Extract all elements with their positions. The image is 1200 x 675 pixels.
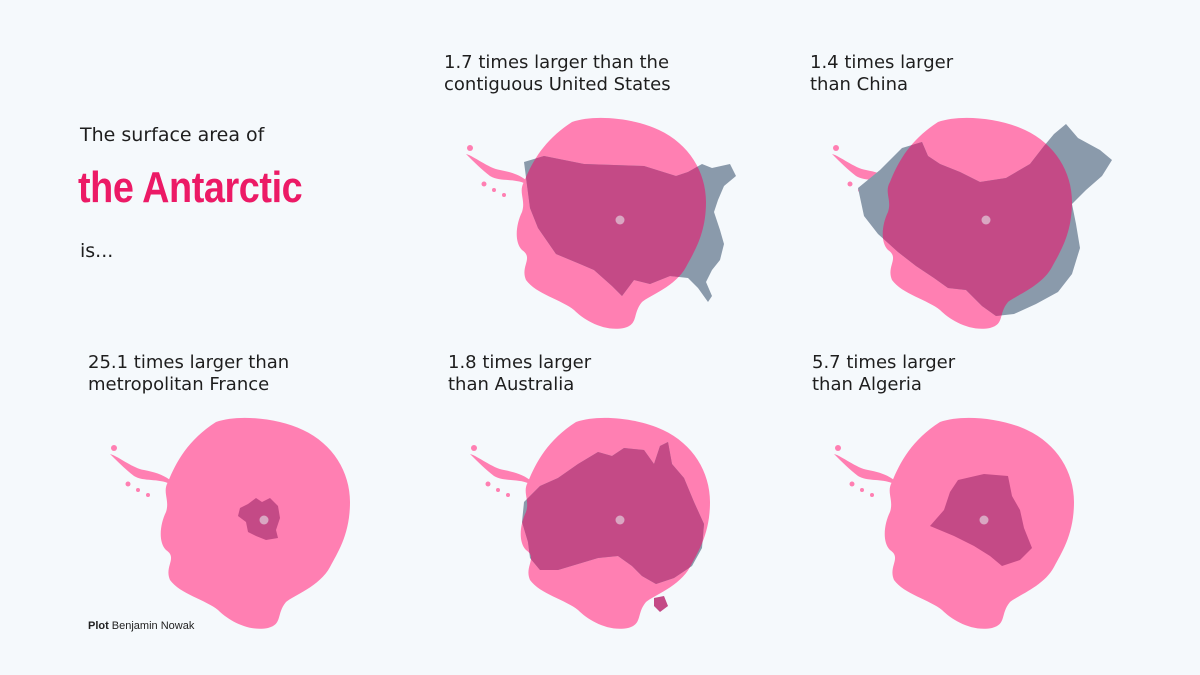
map-france bbox=[110, 417, 350, 629]
panel-china: 1.4 times larger than China bbox=[810, 52, 1170, 362]
intro-top-text: The surface area of bbox=[80, 124, 265, 146]
australia-overlap bbox=[522, 442, 704, 584]
map-australia bbox=[470, 417, 710, 629]
headline: the Antarctic bbox=[78, 163, 303, 212]
tasmania-overlap bbox=[654, 596, 668, 612]
panel-usa: 1.7 times larger than the contiguous Uni… bbox=[444, 52, 804, 362]
panel-australia: 1.8 times larger than Australia bbox=[448, 352, 808, 662]
south-pole-dot bbox=[979, 515, 989, 525]
panel-france: 25.1 times larger than metropolitan Fran… bbox=[88, 352, 448, 662]
panel-caption: 1.8 times larger than Australia bbox=[448, 352, 592, 395]
panel-caption: 5.7 times larger than Algeria bbox=[812, 352, 956, 395]
panel-caption: 1.4 times larger than China bbox=[810, 52, 954, 95]
map-algeria bbox=[834, 417, 1074, 629]
credit-label: Plot bbox=[88, 620, 109, 632]
intro-bottom-text: is... bbox=[80, 240, 114, 262]
map-china bbox=[832, 117, 1112, 329]
france-overlap bbox=[238, 498, 280, 540]
south-pole-dot bbox=[615, 515, 625, 525]
map-usa bbox=[466, 117, 736, 329]
south-pole-dot bbox=[981, 215, 991, 225]
credit-author: Benjamin Nowak bbox=[111, 620, 195, 632]
antarctica-shape bbox=[110, 417, 350, 629]
panel-caption: 1.7 times larger than the contiguous Uni… bbox=[444, 52, 671, 95]
plot-credit: Plot Benjamin Nowak bbox=[88, 620, 194, 632]
panel-caption: 25.1 times larger than metropolitan Fran… bbox=[88, 352, 290, 395]
south-pole-dot bbox=[615, 215, 625, 225]
panel-algeria: 5.7 times larger than Algeria bbox=[812, 352, 1172, 662]
south-pole-dot bbox=[259, 515, 269, 525]
usa-overlap bbox=[524, 156, 706, 302]
